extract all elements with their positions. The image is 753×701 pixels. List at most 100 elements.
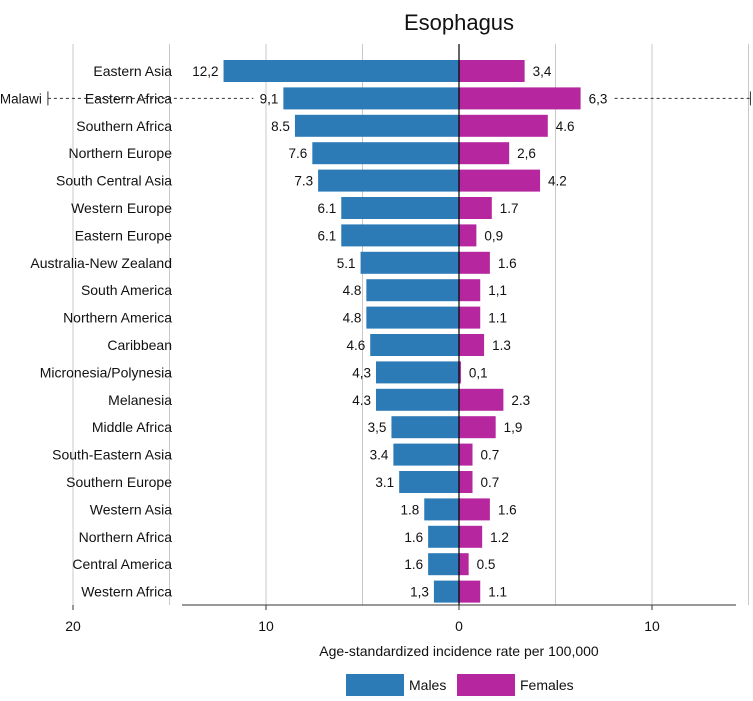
- x-axis-label: Age-standardized incidence rate per 100,…: [319, 643, 599, 659]
- annotation-label-males: Malawi: [0, 91, 42, 106]
- value-label-males-southern-africa: 8.5: [271, 119, 290, 134]
- value-label-females-southern-europe: 0.7: [481, 475, 500, 490]
- category-label-northern-america: Northern America: [63, 310, 172, 326]
- value-label-females-central-america: 0.5: [477, 557, 496, 572]
- value-labels: 12,2 3,4 9,1 6,3 8.5 4.6 7.6 2,6 7.3 4.2 6.1 1.7 6.1…: [192, 64, 607, 600]
- bar-males-northern-america: [366, 306, 459, 329]
- value-label-males-northern-europe: 7.6: [289, 146, 308, 161]
- bar-males-australia-new-zealand: [360, 251, 459, 274]
- bar-females-western-europe: [459, 197, 492, 219]
- bar-males-south-eastern-asia: [393, 443, 459, 466]
- value-label-males-micronesia-polynesia: 4,3: [352, 365, 371, 380]
- bar-males-northern-africa: [428, 525, 459, 548]
- category-label-northern-europe: Northern Europe: [68, 145, 172, 161]
- category-label-central-america: Central America: [72, 556, 172, 572]
- value-label-males-central-america: 1.6: [404, 557, 423, 572]
- bar-females-south-eastern-asia: [459, 443, 473, 466]
- value-label-females-southern-africa: 4.6: [556, 119, 575, 134]
- legend-label-males: Males: [409, 677, 446, 693]
- value-label-males-western-asia: 1.8: [400, 502, 419, 517]
- legend: Males Females: [346, 674, 574, 696]
- category-label-northern-africa: Northern Africa: [79, 529, 173, 545]
- category-label-southern-europe: Southern Europe: [66, 474, 172, 490]
- bar-females-southern-europe: [459, 471, 473, 493]
- value-label-males-northern-america: 4.8: [343, 311, 362, 326]
- value-label-males-melanesia: 4.3: [352, 393, 371, 408]
- x-axis: 201001020: [65, 44, 736, 634]
- bar-males-southern-africa: [294, 114, 459, 137]
- category-label-micronesia-polynesia: Micronesia/Polynesia: [40, 364, 172, 380]
- value-label-females-south-central-asia: 4.2: [548, 174, 567, 189]
- bar-females-caribbean: [459, 334, 485, 356]
- value-label-females-eastern-africa: 6,3: [589, 91, 608, 106]
- value-label-females-northern-europe: 2,6: [517, 146, 536, 161]
- category-label-eastern-europe: Eastern Europe: [75, 227, 172, 243]
- bar-males-melanesia: [376, 388, 459, 411]
- category-label-western-europe: Western Europe: [71, 200, 172, 216]
- value-label-males-northern-africa: 1.6: [404, 530, 423, 545]
- value-label-males-southern-europe: 3.1: [375, 475, 394, 490]
- bar-females-southern-africa: [459, 114, 548, 137]
- bar-females-australia-new-zealand: [459, 251, 490, 274]
- value-label-females-micronesia-polynesia: 0,1: [469, 365, 488, 380]
- value-label-females-eastern-asia: 3,4: [533, 64, 552, 79]
- bar-males-western-africa: [433, 580, 459, 603]
- value-label-males-western-europe: 6.1: [317, 201, 336, 216]
- bar-males-northern-europe: [312, 142, 459, 165]
- bar-females-middle-africa: [459, 416, 496, 439]
- category-label-south-eastern-asia: South-Eastern Asia: [52, 447, 172, 463]
- annotations: MalawiMalawi: [0, 91, 751, 106]
- category-label-southern-africa: Southern Africa: [76, 118, 172, 134]
- bar-females-south-central-asia: [459, 169, 541, 192]
- legend-label-females: Females: [520, 677, 574, 693]
- chart-title: Esophagus: [404, 10, 514, 35]
- category-label-south-central-asia: South Central Asia: [56, 173, 172, 189]
- category-label-western-asia: Western Asia: [90, 501, 172, 517]
- value-label-males-caribbean: 4.6: [346, 338, 365, 353]
- value-label-males-eastern-africa: 9,1: [260, 91, 279, 106]
- category-label-middle-africa: Middle Africa: [92, 419, 172, 435]
- bar-females-eastern-africa: [459, 87, 581, 110]
- value-label-males-south-eastern-asia: 3.4: [370, 448, 389, 463]
- bar-females-south-america: [459, 279, 481, 302]
- value-label-females-western-europe: 1.7: [500, 201, 519, 216]
- x-tick-label: 20: [65, 618, 81, 634]
- x-tick-label: 0: [455, 618, 463, 634]
- category-label-melanesia: Melanesia: [108, 392, 172, 408]
- category-label-western-africa: Western Africa: [81, 584, 172, 600]
- x-tick-label: 10: [258, 618, 274, 634]
- bar-males-micronesia-polynesia: [376, 361, 459, 384]
- legend-swatch-females: [457, 674, 515, 696]
- bar-males-eastern-africa: [283, 87, 459, 110]
- bar-males-western-europe: [341, 197, 459, 219]
- bar-males-south-america: [366, 279, 459, 302]
- bar-males-western-asia: [424, 498, 459, 521]
- bar-males-eastern-europe: [341, 224, 459, 247]
- bar-females-northern-europe: [459, 142, 510, 165]
- gridlines: [72, 44, 749, 605]
- value-label-males-australia-new-zealand: 5.1: [337, 256, 356, 271]
- bar-males-south-central-asia: [318, 169, 459, 192]
- bar-males-southern-europe: [399, 471, 459, 493]
- value-label-females-western-africa: 1.1: [488, 585, 507, 600]
- bar-males-middle-africa: [391, 416, 459, 439]
- legend-swatch-males: [346, 674, 404, 696]
- value-label-females-south-eastern-asia: 0.7: [481, 448, 500, 463]
- bar-females-eastern-asia: [459, 60, 525, 82]
- bar-females-northern-america: [459, 306, 481, 329]
- value-label-males-eastern-asia: 12,2: [192, 64, 218, 79]
- value-label-females-middle-africa: 1,9: [504, 420, 523, 435]
- bar-males-caribbean: [370, 334, 459, 356]
- value-label-females-northern-africa: 1.2: [490, 530, 509, 545]
- value-label-males-south-central-asia: 7.3: [294, 174, 313, 189]
- value-label-males-western-africa: 1,3: [410, 585, 429, 600]
- bar-females-western-asia: [459, 498, 490, 521]
- bars: [223, 60, 581, 603]
- value-label-females-melanesia: 2.3: [511, 393, 530, 408]
- bar-females-melanesia: [459, 388, 504, 411]
- category-label-eastern-asia: Eastern Asia: [93, 63, 172, 79]
- value-label-females-northern-america: 1.1: [488, 311, 507, 326]
- value-label-males-south-america: 4.8: [343, 283, 362, 298]
